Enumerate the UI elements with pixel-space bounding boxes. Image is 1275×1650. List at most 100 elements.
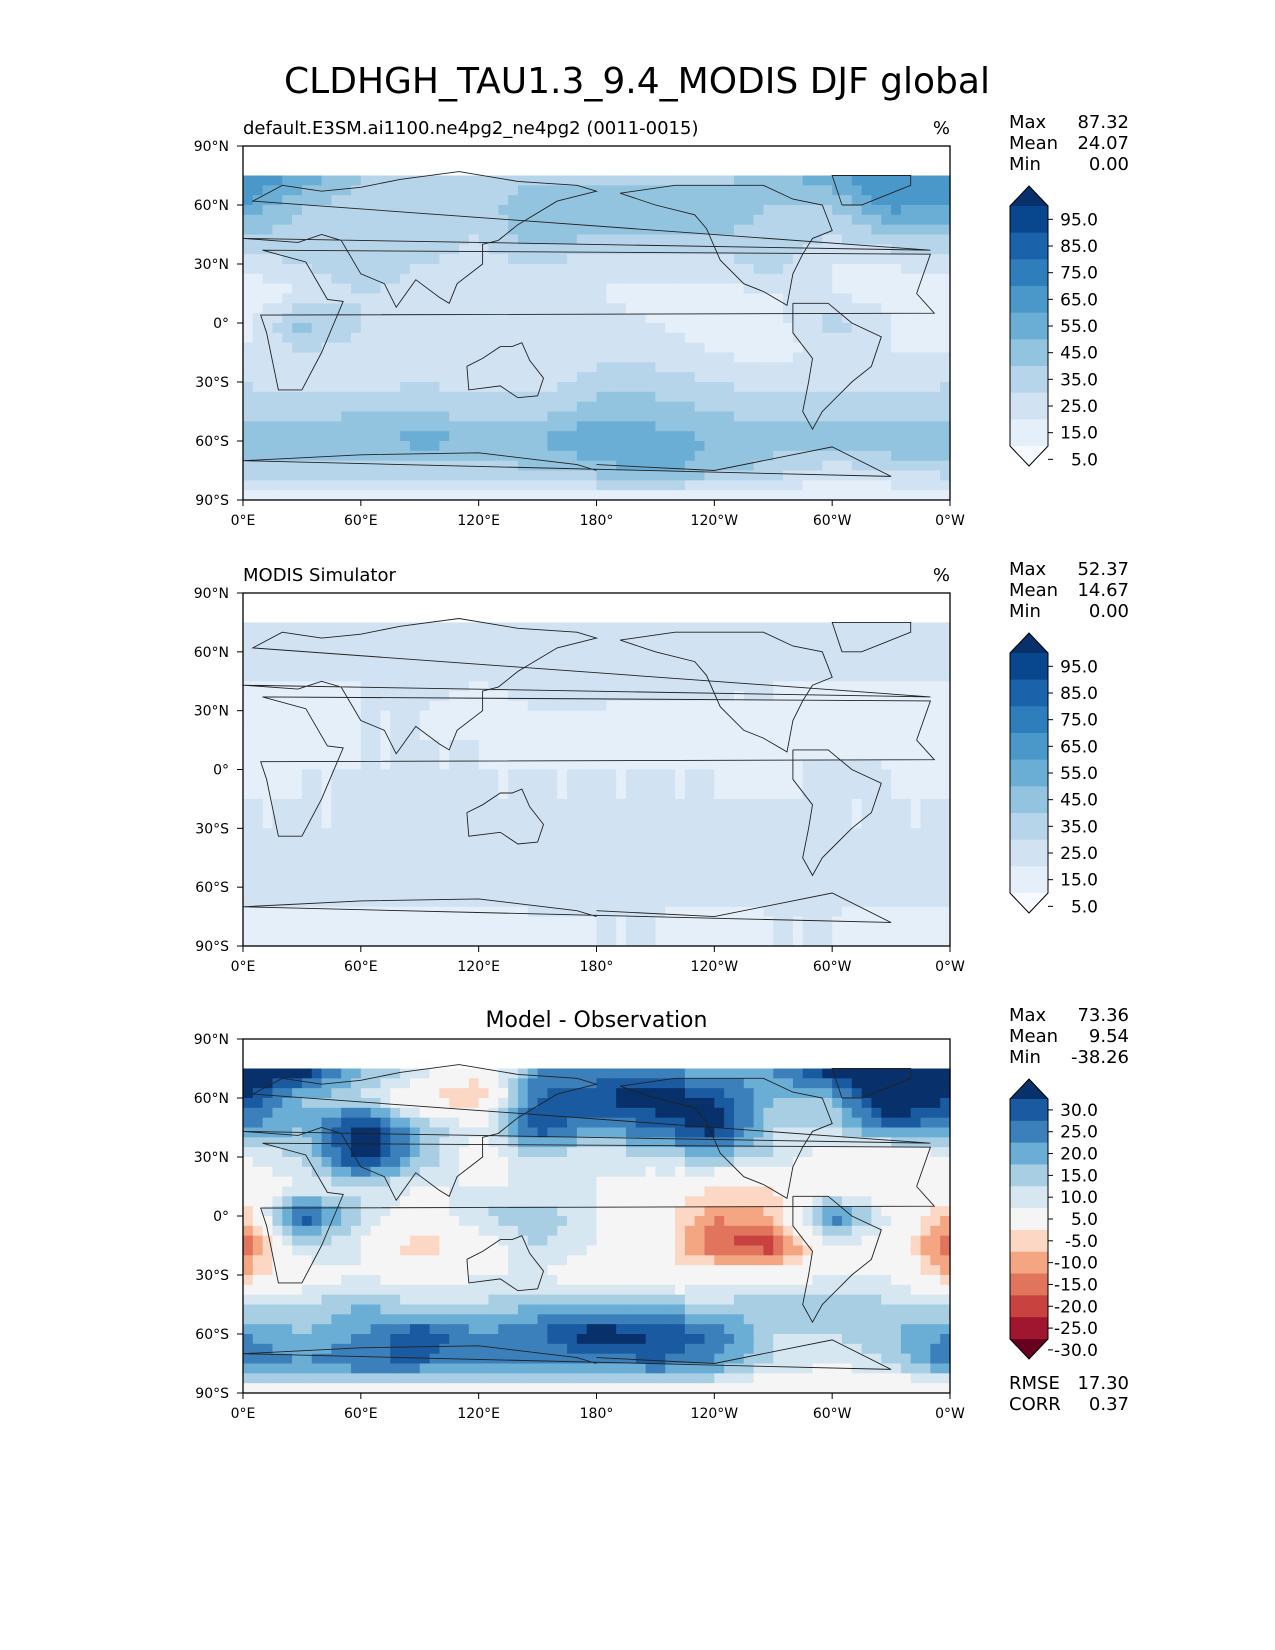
field-cell — [537, 779, 548, 790]
field-cell — [920, 877, 931, 888]
field-cell — [891, 401, 902, 413]
field-cell — [930, 224, 941, 236]
field-cell — [341, 303, 352, 314]
field-cell — [724, 1068, 735, 1079]
field-cell — [881, 264, 892, 275]
field-cell — [547, 362, 558, 373]
field-cell — [439, 632, 450, 643]
field-cell — [940, 391, 951, 403]
field-cell — [321, 470, 332, 481]
field-cell — [292, 906, 303, 918]
field-cell — [900, 818, 912, 829]
field-cell — [478, 303, 490, 314]
field-cell — [783, 362, 794, 373]
field-cell — [675, 332, 686, 344]
field-cell — [655, 789, 666, 800]
field-cell — [409, 1068, 421, 1079]
field-cell — [508, 264, 519, 275]
field-cell — [547, 887, 558, 898]
field-cell — [301, 710, 313, 722]
field-cell — [370, 480, 382, 491]
field-cell — [753, 749, 765, 761]
field-cell — [400, 740, 411, 751]
field-cell — [733, 730, 745, 741]
field-cell — [802, 838, 814, 849]
field-cell — [557, 740, 568, 751]
field-cell — [370, 244, 382, 255]
field-cell — [684, 293, 696, 304]
y-tick-label: 90°N — [194, 139, 229, 155]
field-cell — [341, 273, 352, 285]
field-cell — [704, 382, 715, 393]
field-cell — [370, 926, 382, 937]
field-cell — [537, 382, 548, 393]
field-cell — [930, 460, 941, 472]
field-cell — [439, 254, 450, 265]
field-cell — [517, 681, 529, 692]
field-cell — [694, 720, 706, 731]
field-cell — [596, 818, 607, 829]
field-cell — [792, 352, 804, 363]
field-cell — [832, 789, 843, 800]
field-cell — [301, 382, 313, 393]
field-cell — [616, 441, 627, 452]
field-cell — [527, 1068, 539, 1079]
field-cell — [439, 936, 450, 947]
field-cell — [743, 234, 755, 245]
field-cell — [930, 254, 941, 265]
field-cell — [400, 808, 411, 820]
field-cell — [557, 887, 568, 898]
field-cell — [449, 779, 460, 790]
field-cell — [478, 480, 490, 491]
field-cell — [871, 887, 882, 898]
field-cell — [439, 421, 450, 432]
field-cell — [871, 323, 882, 334]
field-cell — [537, 460, 548, 472]
field-cell — [684, 691, 696, 702]
field-cell — [930, 710, 941, 722]
field-cell — [292, 789, 303, 800]
field-cell — [596, 421, 607, 432]
field-cell — [292, 818, 303, 829]
field-cell — [400, 691, 411, 702]
field-cell — [272, 254, 283, 265]
field-cell — [272, 323, 283, 334]
field-cell — [468, 759, 480, 771]
field-cell — [429, 264, 440, 275]
field-cell — [625, 185, 637, 196]
field-cell — [616, 264, 627, 275]
field-cell — [783, 622, 794, 633]
field-cell — [311, 906, 323, 918]
field-cell — [606, 421, 617, 432]
field-cell — [262, 401, 274, 413]
field-cell — [832, 313, 843, 324]
field-cell — [429, 195, 440, 206]
field-cell — [753, 283, 765, 295]
field-cell — [272, 847, 283, 859]
field-cell — [243, 1068, 254, 1079]
field-cell — [724, 283, 735, 295]
field-cell — [635, 740, 647, 751]
field-cell — [390, 313, 401, 324]
field-cell — [252, 838, 264, 849]
field-cell — [625, 323, 637, 334]
field-cell — [596, 857, 607, 869]
field-cell — [508, 710, 519, 722]
field-cell — [596, 254, 607, 265]
field-cell — [547, 283, 558, 295]
field-cell — [282, 224, 293, 236]
field-cell — [429, 362, 440, 373]
field-cell — [910, 224, 922, 236]
field-cell — [655, 671, 666, 682]
field-cell — [753, 887, 765, 898]
field-cell — [684, 642, 696, 653]
field-cell — [832, 441, 843, 452]
field-cell — [665, 372, 676, 383]
field-cell — [724, 906, 735, 918]
field-cell — [360, 1068, 372, 1079]
field-cell — [733, 401, 745, 413]
field-cell — [301, 808, 313, 820]
field-cell — [655, 480, 666, 491]
field-cell — [488, 632, 499, 643]
field-cell — [468, 671, 480, 682]
